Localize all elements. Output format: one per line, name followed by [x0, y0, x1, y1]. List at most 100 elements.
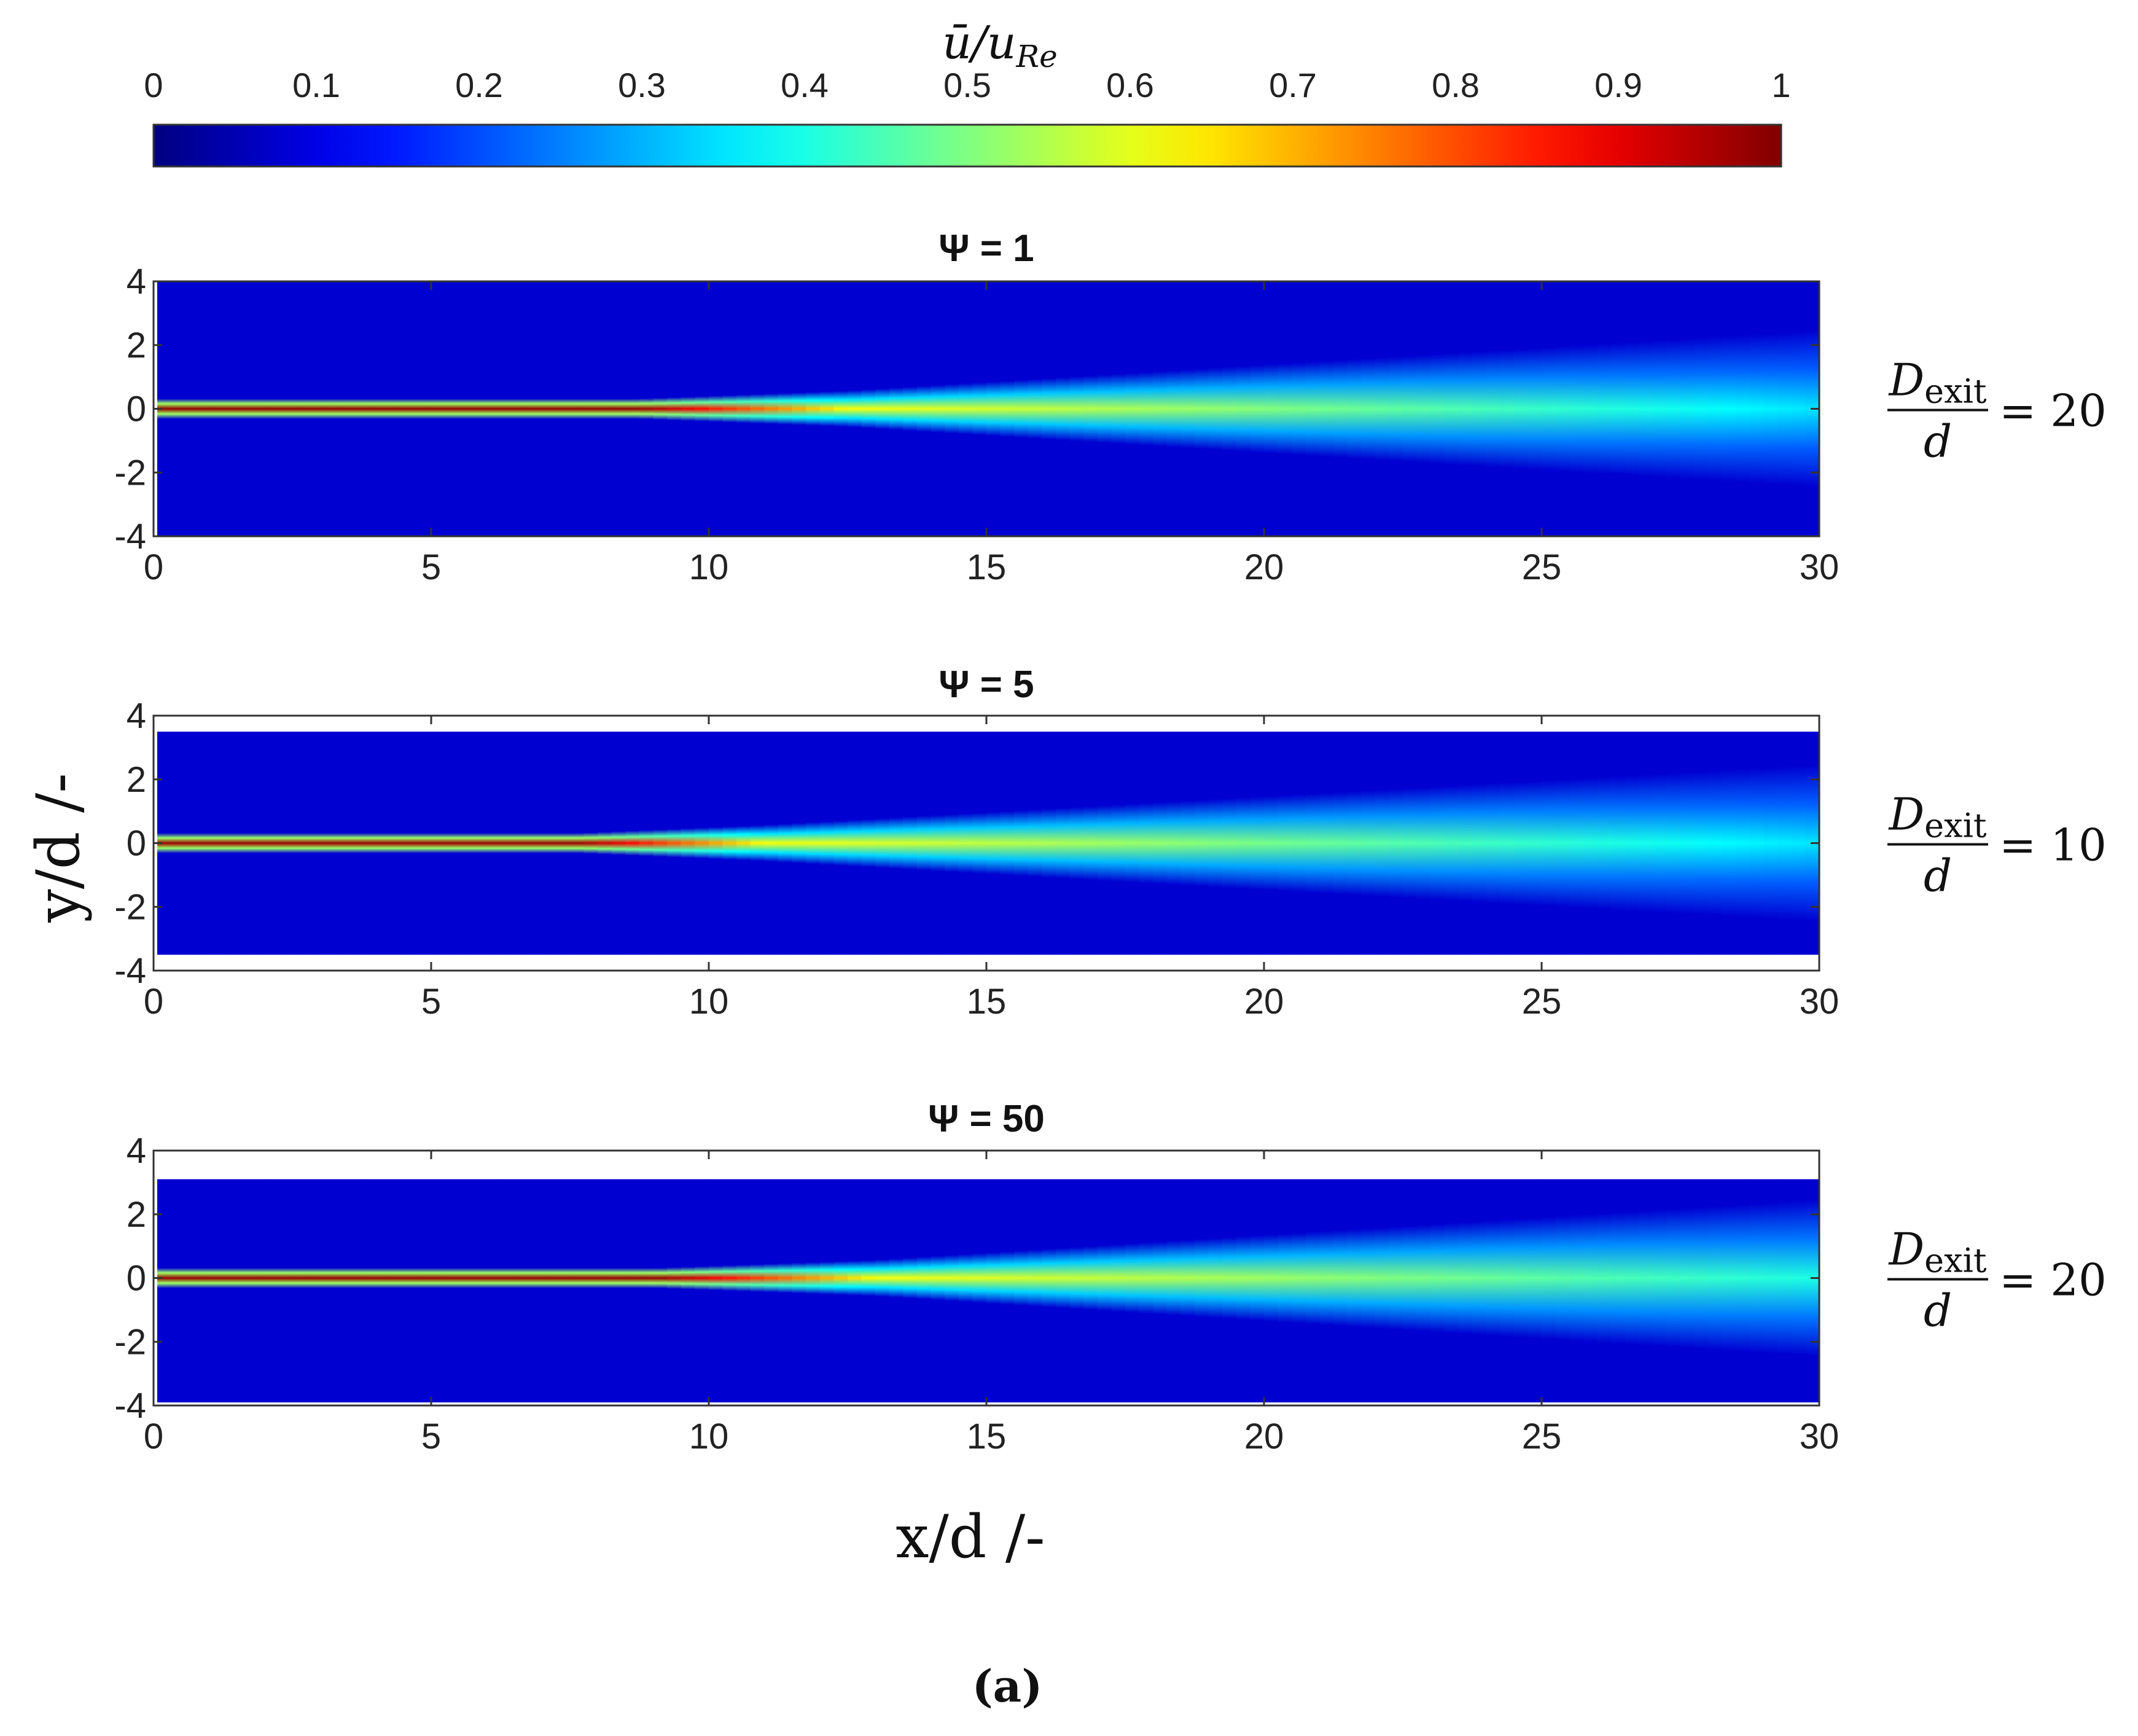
field-slice	[459, 731, 474, 955]
field-slice	[986, 281, 1001, 536]
field-slice	[1583, 281, 1598, 536]
field-slice	[1056, 1179, 1071, 1402]
field-slice	[1236, 281, 1251, 536]
field-slice	[764, 1179, 779, 1402]
field-slice	[157, 1179, 168, 1402]
y-tick-label: -4	[114, 951, 146, 991]
field-slice	[528, 281, 543, 536]
field-slice	[375, 281, 391, 536]
field-slice	[1680, 731, 1695, 955]
field-slice	[403, 1179, 418, 1402]
field-slice	[736, 281, 751, 536]
field-slice	[1763, 731, 1779, 955]
field-slice	[625, 731, 640, 955]
field-slice	[1416, 1179, 1432, 1402]
field-slice	[1139, 281, 1154, 536]
field-slice	[1056, 281, 1071, 536]
field-slice	[264, 281, 279, 536]
field-slice	[556, 731, 571, 955]
field-slice	[264, 1179, 279, 1402]
field-slice	[903, 1179, 918, 1402]
field-slice	[334, 1179, 349, 1402]
field-slice	[389, 281, 404, 536]
field-slice	[1542, 281, 1556, 536]
colorbar-tick-label: 1	[1771, 66, 1790, 104]
field-slice	[583, 731, 599, 955]
field-slice	[972, 731, 987, 955]
field-slice	[1513, 731, 1529, 955]
field-slice	[1680, 1179, 1695, 1402]
field-slice	[1652, 281, 1668, 536]
x-tick-label: 15	[967, 982, 1007, 1022]
field-slice	[709, 1179, 724, 1402]
field-slice	[1777, 1179, 1792, 1402]
field-slice	[833, 731, 848, 955]
field-slice	[653, 731, 668, 955]
field-slice	[195, 1179, 210, 1402]
field-slice	[639, 1179, 654, 1402]
field-slice	[209, 281, 224, 536]
x-tick-label: 25	[1522, 547, 1562, 587]
field-slice	[889, 1179, 904, 1402]
field-slice	[681, 1179, 696, 1402]
field-slice	[292, 281, 307, 536]
velocity-field	[157, 731, 1819, 955]
field-slice	[1028, 281, 1043, 536]
field-slice	[1597, 281, 1612, 536]
field-slice	[1111, 281, 1126, 536]
x-tick-label: 5	[421, 982, 441, 1022]
field-slice	[306, 1179, 321, 1402]
field-slice	[1722, 1179, 1737, 1402]
field-slice	[417, 281, 432, 536]
field-slice	[403, 281, 418, 536]
field-slice	[417, 1179, 432, 1402]
field-slice	[1722, 731, 1737, 955]
field-slice	[486, 281, 501, 536]
field-slice	[1569, 731, 1584, 955]
field-slice	[1750, 731, 1765, 955]
field-slice	[1166, 1179, 1182, 1402]
field-slice	[278, 731, 293, 955]
field-slice	[1403, 1179, 1418, 1402]
field-slice	[1180, 731, 1195, 955]
field-slice	[472, 281, 488, 536]
field-clip	[157, 281, 1819, 536]
field-slice	[431, 1179, 446, 1402]
y-tick-label: 4	[127, 262, 146, 302]
field-slice	[958, 1179, 973, 1402]
field-slice	[764, 731, 779, 955]
field-slice	[889, 731, 904, 955]
annotation-numerator: Dexit	[1887, 789, 1986, 845]
field-slice	[1736, 281, 1750, 536]
field-slice	[389, 731, 404, 955]
field-slice	[1666, 1179, 1681, 1402]
field-slice	[1361, 1179, 1376, 1402]
field-slice	[501, 1179, 515, 1402]
field-slice	[445, 281, 460, 536]
field-slice	[1805, 1179, 1819, 1402]
field-slice	[639, 731, 654, 955]
field-slice	[1083, 1179, 1098, 1402]
field-slice	[167, 1179, 182, 1402]
colorbar-tick-label: 0.1	[292, 66, 340, 104]
y-axis-label: y/d /-	[24, 773, 93, 923]
field-slice	[1250, 1179, 1265, 1402]
field-slice	[1555, 731, 1570, 955]
field-slice	[819, 731, 835, 955]
field-slice	[334, 281, 349, 536]
field-slice	[681, 281, 696, 536]
field-slice	[209, 731, 224, 955]
field-slice	[1250, 731, 1265, 955]
field-slice	[848, 281, 862, 536]
field-slice	[1652, 1179, 1668, 1402]
field-slice	[1125, 731, 1140, 955]
field-slice	[1042, 281, 1056, 536]
field-slice	[570, 731, 585, 955]
x-tick-label: 25	[1522, 1417, 1562, 1456]
field-slice	[889, 281, 904, 536]
field-slice	[1444, 1179, 1459, 1402]
field-slice	[917, 281, 932, 536]
